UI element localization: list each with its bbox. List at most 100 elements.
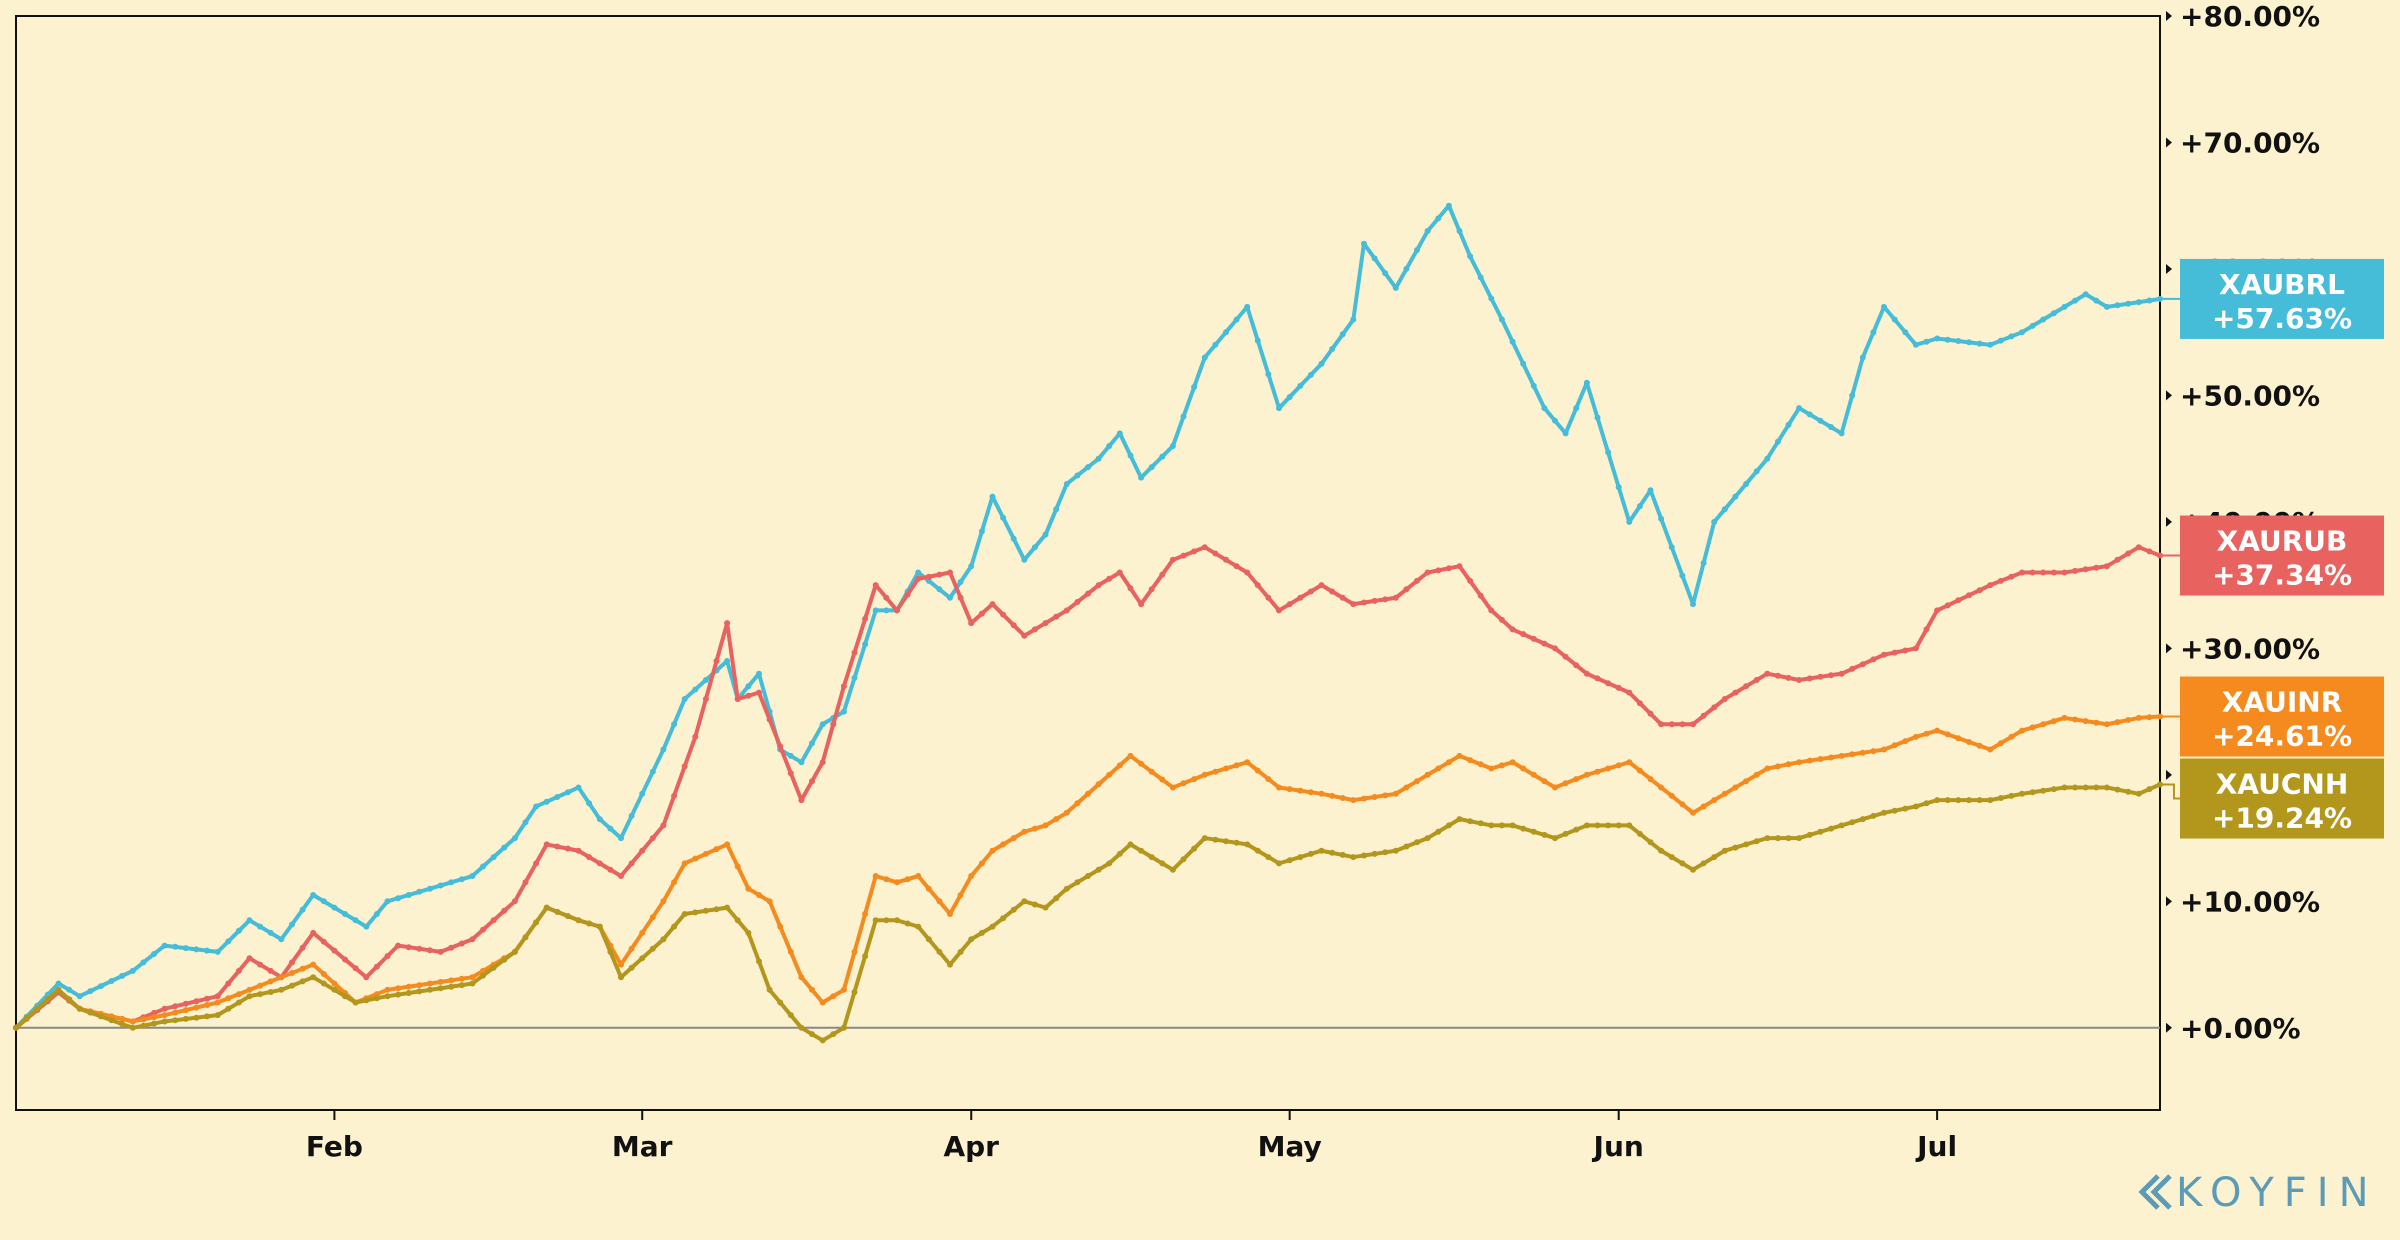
data-point	[1106, 575, 1113, 582]
series-xaucnh	[13, 781, 2163, 1044]
data-point	[1127, 841, 1134, 848]
data-point	[437, 978, 444, 985]
series-line-xaurub	[14, 545, 2161, 1030]
data-point	[1881, 809, 1887, 816]
data-point	[458, 975, 465, 982]
data-point	[777, 999, 784, 1006]
data-point	[511, 898, 518, 905]
data-point	[904, 920, 911, 927]
data-point	[1201, 354, 1208, 361]
data-point	[1658, 721, 1665, 728]
data-point	[1732, 784, 1739, 791]
data-point	[1000, 514, 1007, 521]
data-point	[246, 993, 253, 1000]
data-point	[660, 746, 667, 753]
data-point	[1923, 800, 1930, 807]
data-point	[140, 959, 147, 966]
data-point	[1711, 797, 1718, 804]
data-point	[2093, 297, 2100, 304]
data-point	[1329, 849, 1336, 856]
data-point	[1828, 672, 1834, 679]
data-point	[1095, 866, 1102, 873]
data-point	[2093, 719, 2100, 726]
data-point	[1212, 836, 1219, 843]
data-point	[947, 911, 953, 917]
data-point	[1530, 771, 1537, 778]
data-point	[501, 907, 508, 914]
data-point	[1318, 790, 1325, 797]
data-point	[1774, 672, 1781, 679]
data-point	[894, 879, 900, 886]
data-point	[1127, 752, 1134, 759]
data-point	[320, 971, 327, 977]
data-point	[1796, 677, 1803, 683]
data-point	[1361, 852, 1367, 859]
data-point	[448, 879, 455, 886]
data-point	[639, 790, 646, 797]
data-point	[278, 936, 285, 943]
data-point	[480, 972, 486, 979]
data-point	[564, 789, 571, 796]
data-point	[1828, 754, 1834, 761]
data-point	[129, 967, 136, 974]
data-point	[2082, 291, 2089, 298]
data-point	[1849, 751, 1856, 758]
data-point	[299, 978, 306, 985]
data-point	[1053, 506, 1060, 513]
data-point	[734, 917, 741, 924]
data-point	[798, 759, 805, 766]
y-tick-label: +50.00%	[2180, 379, 2320, 412]
data-point	[182, 945, 189, 952]
data-point	[586, 800, 593, 807]
data-point	[1074, 599, 1081, 605]
data-point	[915, 569, 922, 576]
data-point	[55, 980, 62, 987]
data-point	[851, 948, 858, 955]
data-point	[1286, 601, 1293, 608]
data-point	[2061, 714, 2068, 721]
data-point	[692, 909, 699, 916]
data-point	[1254, 767, 1261, 774]
data-point	[395, 895, 402, 902]
data-point	[1817, 756, 1824, 762]
y-tick-mark	[2166, 896, 2172, 907]
data-point	[384, 898, 391, 905]
data-point	[1339, 594, 1346, 601]
data-point	[204, 947, 210, 954]
data-point	[1403, 265, 1410, 272]
y-tick-label: +70.00%	[2180, 126, 2320, 159]
data-point	[872, 873, 879, 879]
data-point	[2125, 788, 2132, 795]
data-point	[1297, 854, 1304, 861]
data-point	[1021, 556, 1028, 563]
data-point	[1647, 776, 1654, 783]
data-point	[1021, 898, 1028, 905]
data-point	[1583, 379, 1590, 386]
tag-series-name: XAUBRL	[2219, 268, 2345, 301]
data-point	[1424, 771, 1431, 778]
data-point	[405, 944, 412, 951]
data-point	[1955, 338, 1962, 344]
data-point	[225, 980, 232, 987]
data-point	[1307, 850, 1314, 857]
data-point	[883, 607, 890, 614]
data-point	[331, 980, 338, 987]
data-point	[1530, 382, 1537, 389]
data-point	[1605, 765, 1612, 772]
data-point	[660, 936, 667, 943]
koyfin-logo: KOYFIN	[2138, 1170, 2369, 1216]
data-point	[1647, 710, 1654, 717]
data-point	[989, 601, 996, 608]
data-point	[2125, 717, 2132, 723]
data-point	[469, 873, 476, 879]
data-point	[989, 847, 996, 854]
data-point	[384, 953, 391, 960]
data-point	[819, 721, 826, 728]
data-point	[1191, 776, 1198, 783]
data-point	[172, 1017, 179, 1024]
data-point	[1806, 411, 1813, 418]
data-point	[342, 956, 348, 963]
data-point	[1371, 597, 1378, 604]
data-point	[426, 986, 433, 993]
data-point	[1520, 765, 1527, 772]
